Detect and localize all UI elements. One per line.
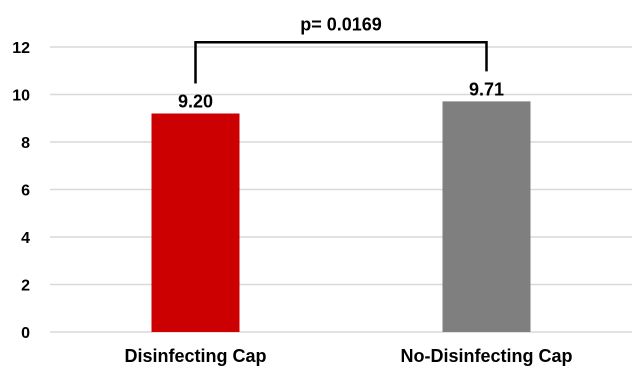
bar — [442, 101, 531, 332]
y-tick-label: 12 — [12, 40, 30, 57]
category-label: Disinfecting Cap — [124, 346, 266, 366]
y-tick-label: 2 — [21, 278, 30, 295]
significance-annotation: p= 0.0169 — [194, 14, 488, 84]
significance-bracket — [194, 41, 488, 84]
x-axis-category-labels: Disinfecting Cap No-Disinfecting Cap — [124, 346, 572, 366]
y-tick-label: 0 — [21, 325, 30, 342]
category-label: No-Disinfecting Cap — [400, 346, 572, 366]
y-tick-label: 8 — [21, 135, 30, 152]
y-tick-label: 4 — [21, 230, 30, 247]
data-label: 9.20 — [178, 92, 213, 112]
bars — [151, 101, 531, 332]
y-axis-tick-labels: 0 2 4 6 8 10 12 — [12, 40, 30, 342]
y-tick-label: 6 — [21, 183, 30, 200]
gridlines — [50, 46, 632, 333]
p-value-label: p= 0.0169 — [300, 14, 382, 34]
data-labels: 9.20 9.71 — [178, 79, 504, 111]
bar — [151, 113, 240, 332]
data-label: 9.71 — [469, 79, 504, 99]
y-tick-label: 10 — [12, 88, 30, 105]
